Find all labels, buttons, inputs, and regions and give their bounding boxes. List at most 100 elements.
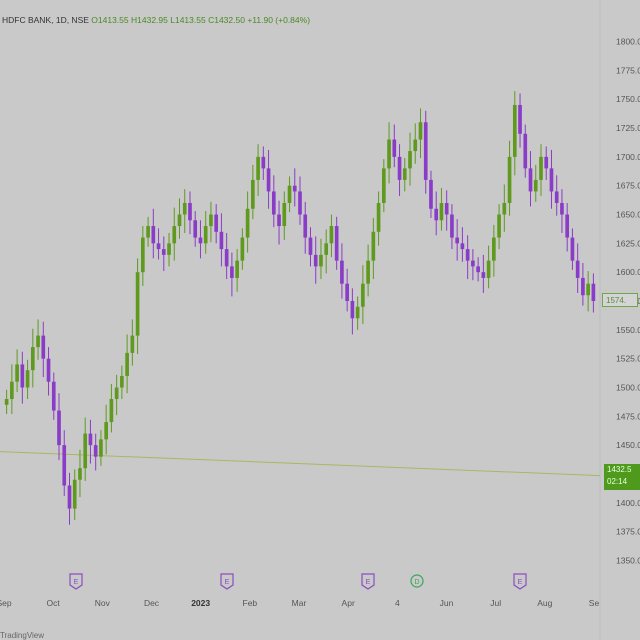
candle-body — [104, 422, 108, 440]
y-tick-label: 1450.0 — [616, 440, 640, 450]
candle-body — [481, 272, 486, 278]
candle-body — [36, 335, 40, 348]
candle-body — [439, 202, 444, 221]
candle-body — [392, 139, 397, 157]
candle-body — [135, 272, 140, 336]
y-tick-label: 1350.0 — [616, 555, 640, 565]
event-marker-label: E — [366, 579, 371, 586]
candle-body — [72, 479, 77, 509]
candle-body — [156, 243, 161, 250]
x-tick-label: Apr — [342, 598, 355, 608]
low-value: L1413.55 — [170, 15, 206, 25]
earnings-marker — [513, 573, 527, 590]
candle-body — [30, 347, 35, 371]
x-tick-label: Mar — [292, 598, 307, 608]
candle-body — [381, 168, 386, 203]
candle-body — [355, 306, 360, 319]
candle-body — [146, 226, 150, 238]
symbol-label: HDFC BANK, 1D, NSE — [2, 15, 89, 25]
y-tick-label: 1525.0 — [616, 354, 640, 364]
candle-body — [93, 445, 98, 457]
candle-body — [361, 283, 365, 307]
candle-body — [324, 243, 329, 255]
candle-body — [402, 168, 407, 180]
candle-body — [581, 277, 585, 296]
candle-body — [114, 387, 119, 400]
candle-body — [528, 168, 533, 192]
x-tick-label: Jun — [440, 598, 454, 608]
candle-body — [423, 122, 428, 180]
candle-body — [518, 104, 522, 134]
x-tick-label: Se — [589, 598, 600, 608]
candle-body — [245, 208, 250, 238]
y-tick-label: 1400.0 — [616, 498, 640, 508]
candle-body — [507, 156, 512, 203]
high-value: H1432.95 — [131, 15, 168, 25]
y-tick-label: 1550.0 — [616, 325, 640, 335]
candle-body — [292, 185, 297, 192]
candle-body — [444, 202, 449, 215]
candle-body — [340, 260, 344, 284]
candle-body — [575, 260, 580, 278]
event-marker-label: D — [414, 579, 419, 586]
y-tick-label: 1800.0 — [616, 37, 640, 47]
earnings-marker — [69, 573, 83, 590]
candle-body — [15, 364, 19, 382]
candle-body — [4, 399, 9, 405]
y-tick-label: 1375.0 — [616, 527, 640, 537]
candle-body — [25, 370, 30, 388]
earnings-marker — [361, 573, 375, 590]
candle-body — [83, 433, 88, 469]
candle-body — [287, 185, 292, 203]
bar-countdown: 02:14 — [607, 477, 628, 486]
candle-body — [502, 202, 507, 215]
candle-body — [376, 202, 381, 232]
candle-body — [20, 364, 25, 388]
candle-body — [554, 191, 559, 203]
candle-body — [366, 260, 370, 284]
candle-body — [167, 243, 171, 255]
x-tick-label: 2023 — [191, 598, 210, 608]
candle-body — [209, 214, 213, 227]
candle-body — [240, 237, 245, 261]
candle-body — [214, 214, 219, 232]
candle-body — [67, 485, 72, 509]
candle-body — [282, 202, 287, 227]
candle-body — [465, 249, 470, 261]
y-tick-label: 1725.0 — [616, 123, 640, 133]
candle-body — [109, 399, 114, 423]
candle-body — [560, 202, 564, 215]
x-tick-label: 4 — [395, 598, 400, 608]
candle-body — [408, 151, 412, 169]
candle-body — [418, 122, 423, 140]
y-tick-label: 1625.0 — [616, 238, 640, 248]
candle-body — [266, 168, 271, 192]
candle-body — [198, 237, 203, 244]
candle-body — [533, 179, 538, 192]
current-price-value: 1432.5 — [607, 465, 632, 474]
y-tick-label: 1650.0 — [616, 210, 640, 220]
candle-body — [46, 358, 51, 382]
candle-body — [460, 243, 465, 250]
candle-body — [172, 226, 177, 244]
candle-body — [251, 179, 255, 209]
event-marker-label: E — [518, 579, 523, 586]
candle-body — [413, 139, 418, 152]
candle-body — [298, 191, 302, 215]
candle-body — [591, 283, 596, 301]
candle-body — [565, 214, 570, 238]
candle-body — [151, 226, 156, 244]
candle-body — [313, 254, 318, 267]
candle-body — [57, 410, 61, 446]
candle-body — [62, 445, 67, 486]
candle-body — [387, 139, 391, 169]
candle-body — [120, 375, 124, 388]
candle-body — [492, 237, 496, 261]
last-price-tag: 1574. — [602, 293, 638, 307]
symbol-legend: HDFC BANK, 1D, NSE O1413.55 H1432.95 L14… — [2, 15, 310, 25]
y-tick-label: 1600.0 — [616, 267, 640, 277]
candle-body — [497, 214, 501, 238]
candle-body — [345, 283, 349, 301]
